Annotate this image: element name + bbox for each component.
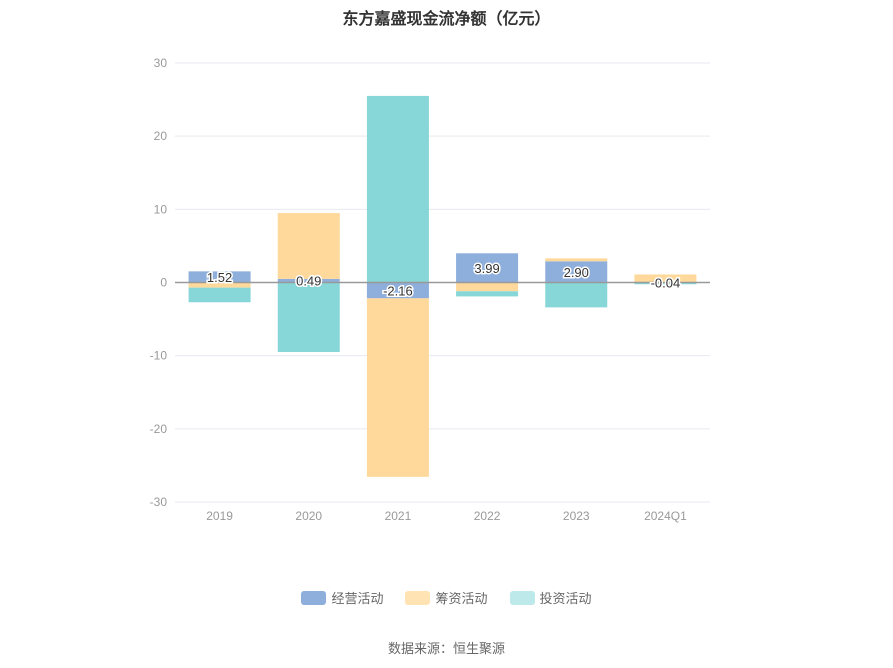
bar-经营活动-2022	[456, 253, 519, 283]
bar-投资活动-2021	[366, 95, 429, 283]
legend-swatch-investing	[509, 590, 535, 605]
x-tick-label: 2024Q1	[644, 509, 687, 523]
bar-投资活动-2020	[277, 282, 340, 353]
legend-swatch-financing	[405, 590, 431, 605]
bar-筹资活动-2023	[545, 258, 608, 262]
chart-title: 东方嘉盛现金流净额（亿元）	[342, 9, 551, 28]
legend-item-operating[interactable]: 经营活动	[301, 588, 383, 607]
y-tick-label: -30	[150, 495, 168, 509]
bar-投资活动-2022	[456, 291, 519, 297]
y-tick-label: 20	[154, 129, 168, 143]
chart-legend: 经营活动 筹资活动 投资活动	[0, 588, 893, 607]
bar-经营活动-2021	[366, 282, 429, 299]
x-tick-label: 2019	[206, 509, 233, 523]
bar-筹资活动-2020	[277, 213, 340, 279]
bar-投资活动-2024Q1	[634, 282, 697, 285]
legend-label-operating: 经营活动	[331, 592, 384, 607]
bar-投资活动-2023	[545, 282, 608, 308]
bar-经营活动-2019	[188, 271, 251, 283]
legend-item-investing[interactable]: 投资活动	[509, 588, 592, 607]
data-label: -2.16	[383, 283, 413, 298]
x-tick-label: 2022	[474, 509, 501, 523]
y-tick-label: 10	[154, 202, 168, 216]
y-tick-label: -20	[150, 422, 168, 436]
bar-筹资活动-2019	[188, 282, 251, 288]
data-label: 2.90	[564, 265, 589, 280]
y-tick-label: 0	[160, 276, 167, 290]
data-source: 数据来源：恒生聚源	[387, 642, 505, 657]
bar-筹资活动-2024Q1	[634, 274, 697, 283]
legend-label-financing: 筹资活动	[435, 592, 488, 607]
x-tick-label: 2023	[563, 509, 590, 523]
bar-经营活动-2023	[545, 261, 608, 283]
x-tick-label: 2021	[385, 509, 412, 523]
y-tick-label: -10	[150, 349, 168, 363]
data-label: -0.04	[651, 276, 681, 291]
y-tick-label: 30	[154, 56, 168, 70]
legend-swatch-operating	[301, 590, 327, 605]
legend-item-financing[interactable]: 筹资活动	[405, 588, 488, 607]
data-label: 1.52	[207, 270, 232, 285]
bar-筹资活动-2022	[456, 282, 519, 292]
bar-经营活动-2020	[277, 278, 340, 283]
bar-投资活动-2019	[188, 287, 251, 303]
bar-筹资活动-2021	[366, 298, 429, 477]
data-label: 0.49	[296, 274, 321, 289]
data-label: 3.99	[474, 261, 499, 276]
legend-label-investing: 投资活动	[539, 592, 592, 607]
x-tick-label: 2020	[295, 509, 322, 523]
